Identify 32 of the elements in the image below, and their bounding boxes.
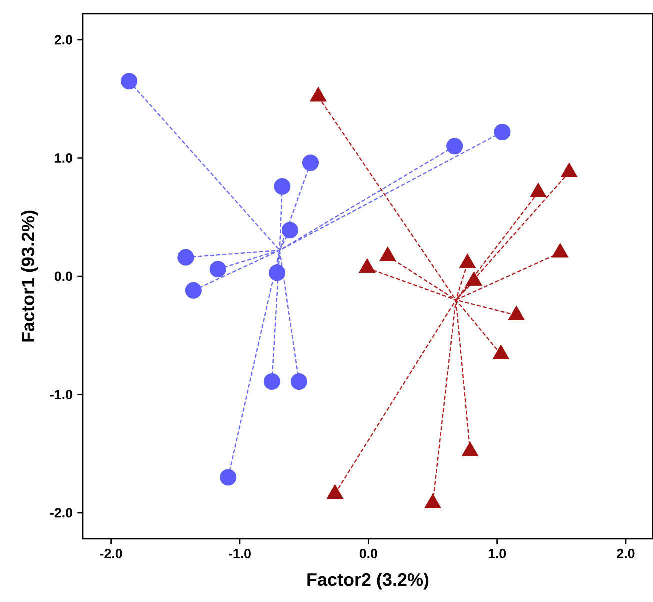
point [185, 282, 202, 299]
point [178, 249, 194, 266]
point [424, 494, 442, 508]
y-tick-label: -1.0 [50, 390, 72, 400]
point [446, 138, 464, 155]
y-axis-title: Factor1 (93.2%) [21, 210, 38, 342]
y-tick-label: 0.0 [54, 272, 72, 282]
point [326, 484, 344, 499]
point [274, 178, 291, 195]
x-tick-label: -1.0 [229, 549, 251, 558]
point [508, 306, 525, 320]
point [552, 243, 569, 258]
point [492, 344, 510, 360]
point [462, 442, 479, 456]
x-axis-title: Factor2 (3.2%) [308, 572, 429, 590]
point [494, 124, 511, 141]
point [466, 272, 483, 286]
y-tick-label: -2.0 [50, 508, 72, 518]
point [302, 154, 320, 172]
x-tick-label: 2.0 [617, 549, 635, 558]
x-tick-label: 1.0 [488, 549, 506, 558]
point [359, 258, 376, 274]
x-tick-label: -2.0 [100, 549, 122, 558]
point [121, 73, 138, 90]
point [282, 222, 298, 239]
point [459, 254, 476, 268]
point [210, 261, 226, 278]
y-tick-label: 1.0 [55, 154, 72, 163]
point [380, 246, 396, 262]
y-tick-label: 2.0 [54, 35, 72, 45]
x-tick-label: 0.0 [360, 549, 378, 558]
point [269, 264, 286, 282]
